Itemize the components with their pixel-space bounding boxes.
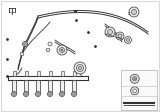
Circle shape bbox=[131, 87, 139, 95]
Circle shape bbox=[60, 47, 64, 53]
Circle shape bbox=[118, 34, 122, 38]
Circle shape bbox=[105, 27, 115, 37]
Bar bbox=[60, 80, 64, 92]
Circle shape bbox=[61, 49, 63, 51]
Circle shape bbox=[24, 92, 28, 97]
Circle shape bbox=[132, 10, 136, 14]
Bar bbox=[60, 71, 64, 76]
Circle shape bbox=[60, 92, 64, 97]
Circle shape bbox=[37, 93, 39, 95]
Circle shape bbox=[79, 67, 81, 70]
Bar bbox=[72, 80, 76, 92]
Circle shape bbox=[13, 93, 15, 95]
Bar bbox=[24, 71, 28, 76]
Circle shape bbox=[76, 65, 84, 71]
Bar bbox=[12, 80, 16, 92]
Circle shape bbox=[134, 78, 136, 80]
Bar bbox=[48, 80, 52, 92]
Bar bbox=[24, 80, 28, 92]
Circle shape bbox=[23, 42, 28, 46]
Bar bbox=[12, 71, 16, 76]
Circle shape bbox=[61, 93, 63, 95]
Circle shape bbox=[124, 37, 132, 43]
Circle shape bbox=[133, 89, 136, 93]
Circle shape bbox=[20, 52, 24, 56]
Circle shape bbox=[130, 74, 139, 83]
Circle shape bbox=[132, 77, 137, 81]
Bar bbox=[36, 80, 40, 92]
Circle shape bbox=[57, 45, 67, 55]
Bar bbox=[36, 71, 40, 76]
Circle shape bbox=[116, 32, 124, 40]
Circle shape bbox=[48, 92, 52, 97]
Bar bbox=[48, 71, 52, 76]
Circle shape bbox=[48, 42, 52, 46]
Circle shape bbox=[24, 43, 26, 45]
Circle shape bbox=[12, 92, 16, 97]
Circle shape bbox=[25, 93, 27, 95]
Bar bbox=[121, 70, 157, 110]
Circle shape bbox=[127, 39, 129, 42]
Circle shape bbox=[36, 92, 40, 97]
Circle shape bbox=[129, 7, 139, 17]
Circle shape bbox=[49, 93, 51, 95]
Circle shape bbox=[73, 93, 75, 95]
Circle shape bbox=[74, 62, 86, 74]
Circle shape bbox=[108, 29, 112, 34]
Bar bbox=[72, 71, 76, 76]
Circle shape bbox=[72, 92, 76, 97]
Circle shape bbox=[46, 48, 50, 52]
